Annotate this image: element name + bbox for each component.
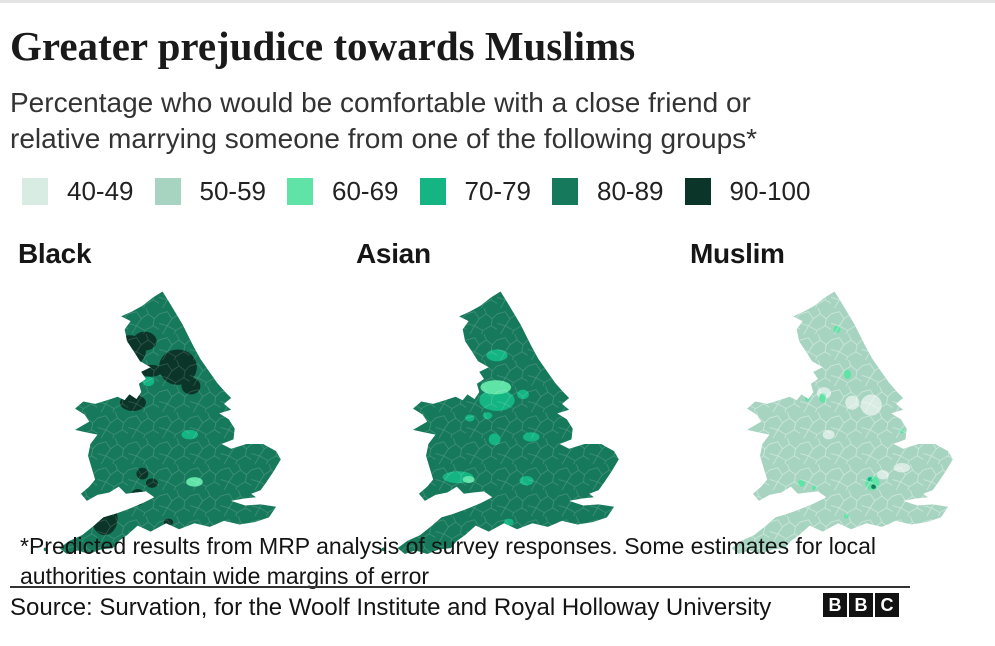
choropleth-map-muslim [708,282,988,562]
legend-label: 60-69 [332,176,399,206]
bbc-logo-letter: C [875,593,899,617]
subtitle-line-1: Percentage who would be comfortable with… [10,87,751,118]
legend-color-swatch [684,178,711,205]
legend-item-80-89: 80-89 [552,176,664,207]
footnote: *Predicted results from MRP analysis of … [20,531,876,591]
page-title: Greater prejudice towards Muslims [10,23,636,69]
legend-item-90-100: 90-100 [684,176,811,207]
source-divider [10,586,910,588]
legend-label: 40-49 [67,176,134,206]
bbc-logo-letter: B [849,593,873,617]
footnote-line-1: *Predicted results from MRP analysis of … [20,533,877,559]
map-svg-asian [381,291,619,555]
map-label-asian: Asian [356,238,431,269]
top-border-strip [0,0,995,3]
legend-color-swatch [154,178,181,205]
legend-item-40-49: 40-49 [22,176,134,207]
map-svg-muslim [715,291,953,555]
legend-color-swatch [552,178,578,205]
bbc-logo: B B C [823,593,899,617]
legend-label: 70-79 [464,176,532,206]
source-attribution: Source: Survation, for the Woolf Institu… [10,594,772,621]
map-section-black: Black [10,238,341,562]
bbc-logo-letter: B [823,593,847,617]
legend-color-swatch [22,178,48,205]
legend-item-60-69: 60-69 [287,176,399,207]
choropleth-map-black [36,282,316,562]
legend-label: 90-100 [729,176,811,206]
map-section-asian: Asian [348,238,679,562]
map-section-muslim: Muslim [682,238,995,562]
subtitle: Percentage who would be comfortable with… [10,85,757,157]
legend-item-70-79: 70-79 [419,176,532,207]
map-svg-black [43,291,281,555]
choropleth-map-asian [374,282,654,562]
legend-label: 50-59 [199,176,267,206]
map-label-black: Black [18,238,92,269]
map-label-muslim: Muslim [690,238,785,269]
legend-label: 80-89 [597,176,664,206]
footnote-line-2: authorities contain wide margins of erro… [20,563,430,589]
legend-color-swatch [287,178,313,205]
legend: 40-49 50-59 60-69 70-79 80-89 90-100 [22,176,831,207]
legend-color-swatch [419,178,446,205]
subtitle-line-2: relative marrying someone from one of th… [10,123,758,154]
legend-item-50-59: 50-59 [154,176,267,207]
